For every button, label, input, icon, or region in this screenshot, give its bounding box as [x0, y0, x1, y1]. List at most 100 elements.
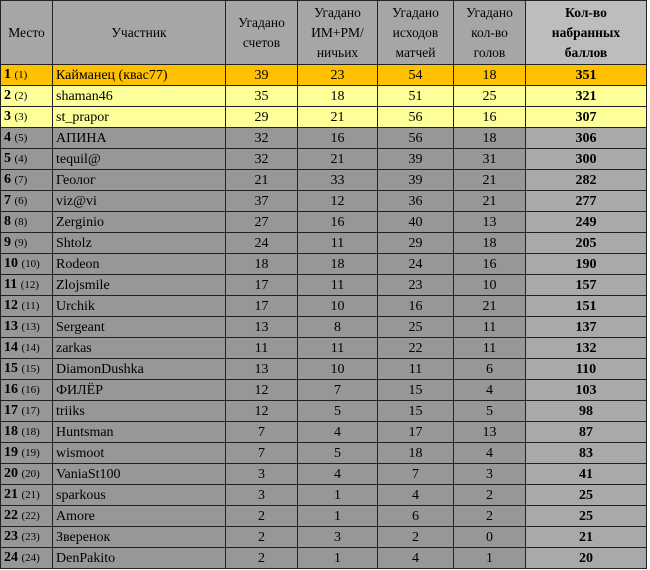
- table-row: 22 (22) Amore 2 1 6 2 25: [0, 505, 647, 527]
- previous-place: (5): [14, 132, 28, 144]
- stat-cell: 18: [377, 442, 454, 464]
- stat-cell: 16: [297, 127, 378, 149]
- table-row: 13 (13) Sergeant 13 8 25 11 137: [0, 316, 647, 338]
- participant: zarkas: [52, 337, 226, 359]
- table-row: 19 (19) wismoot 7 5 18 4 83: [0, 442, 647, 464]
- participant: Кайманец (квас77): [52, 64, 226, 86]
- stat-cell: 12: [225, 379, 298, 401]
- stat-cell: 10: [453, 274, 526, 296]
- total-points: 83: [525, 442, 647, 464]
- previous-place: (10): [21, 258, 40, 270]
- place-cell: 4 (5): [0, 127, 53, 149]
- stat-cell: 18: [453, 127, 526, 149]
- stat-cell: 21: [297, 106, 378, 128]
- stat-cell: 18: [453, 232, 526, 254]
- stat-cell: 6: [453, 358, 526, 380]
- participant: VaniaSt100: [52, 463, 226, 485]
- previous-place: (18): [21, 426, 40, 438]
- place-cell: 7 (6): [0, 190, 53, 212]
- participant: ФИЛЁР: [52, 379, 226, 401]
- stat-cell: 18: [297, 253, 378, 275]
- previous-place: (24): [21, 552, 40, 564]
- stat-cell: 11: [453, 316, 526, 338]
- table-row: 4 (5) АПИНА 32 16 56 18 306: [0, 127, 647, 149]
- stat-cell: 2: [377, 526, 454, 548]
- stat-cell: 13: [225, 316, 298, 338]
- table-row: 6 (7) Геолог 21 33 39 21 282: [0, 169, 647, 191]
- header-cell: Угадано исходов матчей: [377, 0, 454, 65]
- table-row: 5 (4) tequil@ 32 21 39 31 300: [0, 148, 647, 170]
- place-cell: 19 (19): [0, 442, 53, 464]
- stat-cell: 5: [297, 400, 378, 422]
- previous-place: (7): [14, 174, 28, 186]
- stat-cell: 29: [377, 232, 454, 254]
- table-row: 9 (9) Shtolz 24 11 29 18 205: [0, 232, 647, 254]
- stat-cell: 32: [225, 148, 298, 170]
- header-text: голов: [473, 44, 506, 60]
- stat-cell: 4: [453, 379, 526, 401]
- stat-cell: 13: [453, 421, 526, 443]
- stat-cell: 11: [297, 274, 378, 296]
- stat-cell: 11: [297, 337, 378, 359]
- header-cell: Угадано ИМ+РМ/ничьих: [297, 0, 378, 65]
- header-cell: Угадано кол-во голов: [453, 0, 526, 65]
- place: 21: [4, 487, 18, 502]
- place: 5: [4, 151, 11, 166]
- previous-place: (6): [14, 195, 28, 207]
- place: 19: [4, 445, 18, 460]
- stat-cell: 21: [453, 169, 526, 191]
- stat-cell: 1: [297, 484, 378, 506]
- table-row: 11 (12) Zlojsmile 17 11 23 10 157: [0, 274, 647, 296]
- stat-cell: 18: [225, 253, 298, 275]
- stat-cell: 17: [377, 421, 454, 443]
- stat-cell: 21: [453, 190, 526, 212]
- place: 24: [4, 550, 18, 565]
- place: 20: [4, 466, 18, 481]
- stat-cell: 35: [225, 85, 298, 107]
- participant: tequil@: [52, 148, 226, 170]
- header-text: Угадано: [238, 14, 285, 30]
- total-points: 98: [525, 400, 647, 422]
- table-row: 21 (21) sparkous 3 1 4 2 25: [0, 484, 647, 506]
- stat-cell: 6: [377, 505, 454, 527]
- table-row: 16 (16) ФИЛЁР 12 7 15 4 103: [0, 379, 647, 401]
- participant: АПИНА: [52, 127, 226, 149]
- participant: Zerginio: [52, 211, 226, 233]
- stat-cell: 23: [377, 274, 454, 296]
- table-row: 7 (6) viz@vi 37 12 36 21 277: [0, 190, 647, 212]
- previous-place: (23): [21, 531, 40, 543]
- place-cell: 11 (12): [0, 274, 53, 296]
- stat-cell: 11: [377, 358, 454, 380]
- stat-cell: 3: [297, 526, 378, 548]
- stat-cell: 11: [453, 337, 526, 359]
- stat-cell: 15: [377, 400, 454, 422]
- participant: Zlojsmile: [52, 274, 226, 296]
- header-text: Угадано: [466, 4, 513, 20]
- stat-cell: 2: [225, 526, 298, 548]
- total-points: 25: [525, 484, 647, 506]
- stat-cell: 15: [377, 379, 454, 401]
- participant: Urchik: [52, 295, 226, 317]
- header-cell: Место: [0, 0, 53, 65]
- table-row: 10 (10) Rodeon 18 18 24 16 190: [0, 253, 647, 275]
- stat-cell: 37: [225, 190, 298, 212]
- previous-place: (12): [20, 279, 40, 291]
- place: 16: [4, 382, 18, 397]
- place: 22: [4, 508, 18, 523]
- header-text: матчей: [395, 44, 436, 60]
- place: 23: [4, 529, 18, 544]
- table-row: 18 (18) Huntsman 7 4 17 13 87: [0, 421, 647, 443]
- stat-cell: 0: [453, 526, 526, 548]
- previous-place: (21): [21, 489, 40, 501]
- stat-cell: 11: [297, 232, 378, 254]
- total-points: 41: [525, 463, 647, 485]
- previous-place: (16): [21, 384, 40, 396]
- stat-cell: 25: [377, 316, 454, 338]
- table-body: 1 (1) Кайманец (квас77) 39 23 54 18 351 2 (2) sh…: [0, 64, 647, 569]
- stat-cell: 39: [377, 169, 454, 191]
- header-text: кол-во: [471, 24, 508, 40]
- header-text: набранных: [551, 24, 621, 40]
- header-text: Кол-во: [565, 4, 607, 20]
- stat-cell: 4: [297, 463, 378, 485]
- stat-cell: 18: [297, 85, 378, 107]
